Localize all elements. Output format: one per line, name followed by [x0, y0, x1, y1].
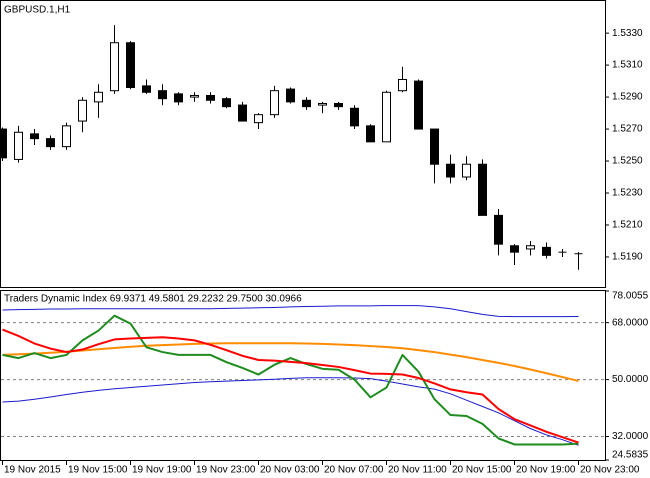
candle-body [318, 102, 327, 106]
candle-body [478, 163, 487, 216]
x-tick-label: 19 Nov 2015 [4, 465, 61, 476]
candle-body [334, 102, 343, 108]
candle-body [526, 245, 535, 250]
candle-body [254, 114, 263, 124]
indicator-line [2, 342, 579, 382]
y-tick-label: 32.0000 [612, 431, 649, 442]
y-tick-label: 1.5210 [612, 220, 643, 231]
indicator-title: Traders Dynamic Index 69.9371 49.5801 29… [4, 294, 302, 305]
indicator-panel [0, 290, 606, 461]
chart-title: GBPUSD.1,H1 [4, 5, 71, 16]
candle-body [302, 99, 311, 108]
candle-body [366, 125, 375, 143]
candle-body [78, 99, 87, 122]
candle-body [430, 128, 439, 165]
candle-body [238, 104, 247, 122]
candle-body [14, 131, 23, 160]
x-tick-label: 19 Nov 15:00 [68, 465, 128, 476]
y-tick-label: 1.5270 [612, 124, 643, 135]
candle-body [382, 91, 391, 143]
candle-body [494, 214, 503, 245]
candle-body [0, 128, 7, 159]
candle-body [222, 98, 231, 108]
candle-body [414, 80, 423, 130]
indicator-line [2, 314, 579, 446]
price-panel [0, 0, 606, 288]
candle-body [398, 78, 407, 92]
indicator-line [2, 377, 579, 446]
x-tick-label: 20 Nov 19:00 [516, 465, 576, 476]
price-plot [0, 25, 583, 270]
y-tick-label: 24.5835 [612, 450, 649, 461]
candle-body [142, 85, 151, 93]
y-tick-label: 1.5290 [612, 92, 643, 103]
indicator-line [2, 305, 579, 318]
y-tick-label: 78.0055 [612, 291, 649, 302]
y-tick-label: 1.5230 [612, 188, 643, 199]
indicator-line [2, 328, 579, 444]
candle-body [62, 125, 71, 148]
candle-body [510, 245, 519, 253]
indicator-plot [1, 305, 605, 446]
candle-body [126, 42, 135, 88]
x-tick-label: 19 Nov 23:00 [196, 465, 256, 476]
candle-body [206, 94, 215, 101]
x-tick-label: 20 Nov 11:00 [388, 465, 447, 476]
candle-body [350, 107, 359, 127]
y-tick-label: 68.0000 [612, 317, 649, 328]
candle-body [542, 246, 551, 256]
candle-body [94, 91, 103, 103]
x-tick-label: 20 Nov 15:00 [452, 465, 512, 476]
y-tick-label: 1.5310 [612, 60, 643, 71]
axes: 1.5330 1.5310 1.5290 1.5270 1.5250 1.5230 1.52… [2, 28, 649, 476]
candle-body [158, 90, 167, 100]
y-tick-label: 1.5330 [612, 28, 643, 39]
candle-body [462, 163, 471, 178]
x-tick-label: 20 Nov 23:00 [580, 465, 640, 476]
candle-body [286, 88, 295, 103]
y-tick-label: 1.5190 [612, 252, 643, 263]
candle-body [190, 94, 199, 98]
candle-body [174, 93, 183, 103]
y-tick-label: 50.0000 [612, 374, 649, 385]
candle-body [270, 90, 279, 116]
y-tick-label: 1.5250 [612, 156, 643, 167]
candle-body [446, 163, 455, 178]
x-tick-label: 20 Nov 03:00 [260, 465, 320, 476]
candle-body [110, 42, 119, 92]
x-tick-label: 19 Nov 19:00 [132, 465, 192, 476]
candle-body [30, 133, 39, 140]
x-tick-label: 20 Nov 07:00 [324, 465, 384, 476]
candle-body [46, 138, 55, 148]
